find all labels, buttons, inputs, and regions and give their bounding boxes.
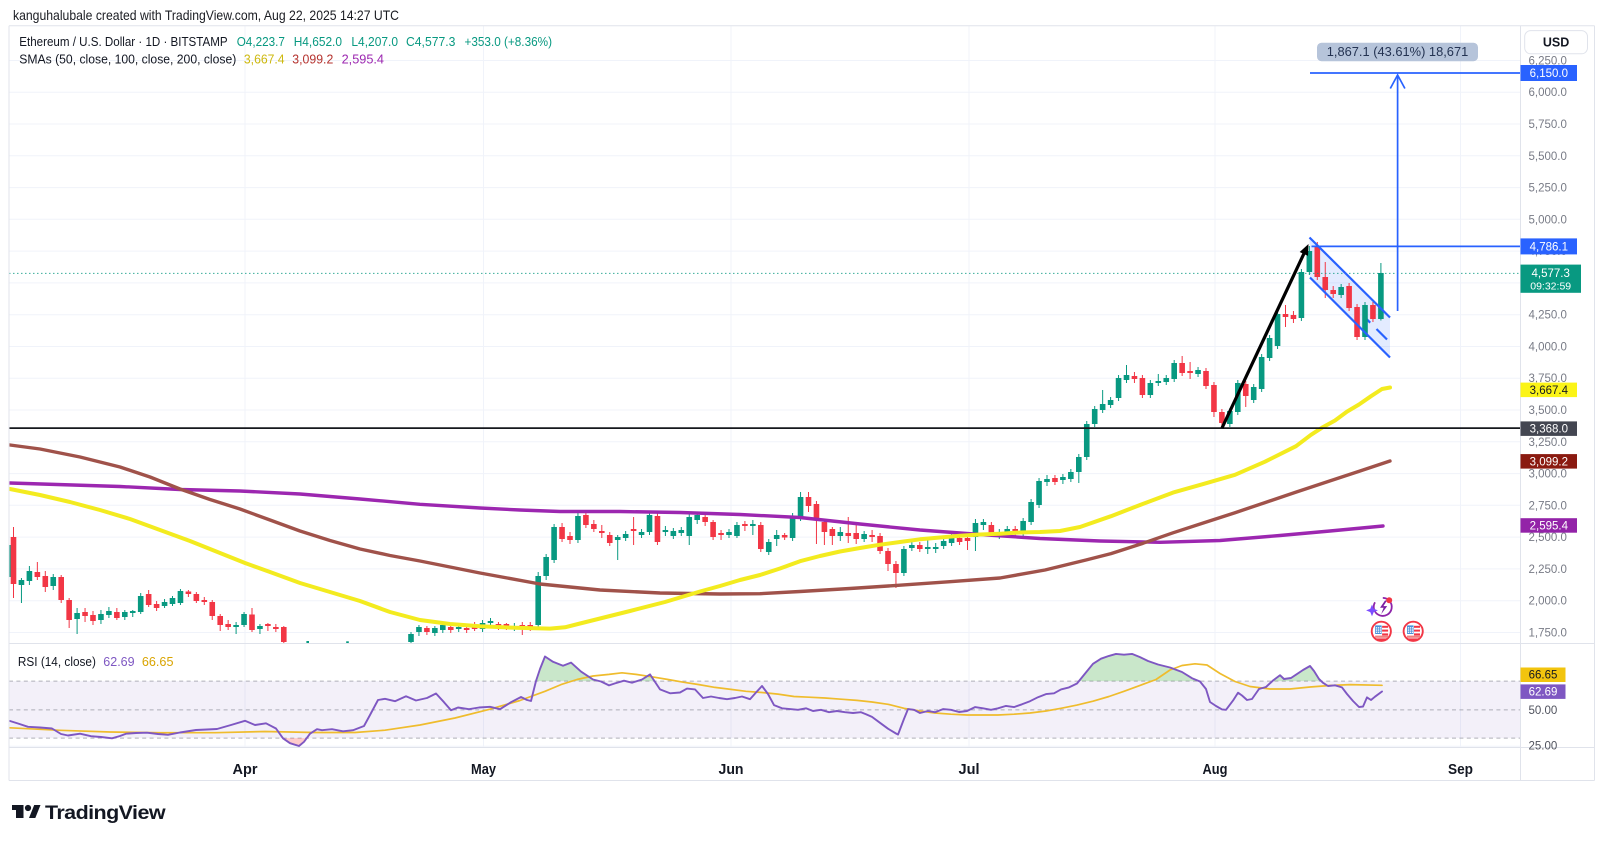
svg-text:2,595.4: 2,595.4 [342, 51, 384, 66]
svg-text:Jul: Jul [959, 761, 980, 778]
svg-text:May: May [471, 761, 497, 778]
svg-text:6,250.0: 6,250.0 [1529, 56, 1567, 68]
svg-text:3,368.0: 3,368.0 [1530, 424, 1568, 436]
svg-text:6,000.0: 6,000.0 [1529, 87, 1567, 99]
svg-text:2,595.4: 2,595.4 [1530, 521, 1569, 533]
svg-text:4,000.0: 4,000.0 [1529, 342, 1567, 354]
svg-text:2,000.0: 2,000.0 [1529, 596, 1567, 608]
svg-text:3,000.0: 3,000.0 [1529, 469, 1567, 481]
svg-text:5,250.0: 5,250.0 [1529, 183, 1567, 195]
svg-text:3,667.4: 3,667.4 [244, 51, 285, 66]
svg-text:62.69: 62.69 [1529, 687, 1558, 699]
svg-text:TradingView: TradingView [45, 803, 166, 824]
svg-text:kanguhalubale created with Tra: kanguhalubale created with TradingView.c… [13, 7, 399, 23]
svg-text:C4,577.3: C4,577.3 [406, 34, 455, 49]
svg-text:Apr: Apr [233, 761, 258, 778]
svg-text:Aug: Aug [1203, 761, 1228, 778]
svg-text:3,099.2: 3,099.2 [1530, 456, 1568, 468]
svg-text:2,750.0: 2,750.0 [1529, 500, 1567, 512]
svg-text:3,099.2: 3,099.2 [292, 51, 333, 66]
svg-text:Jun: Jun [719, 761, 744, 778]
svg-text:1,867.1 (43.61%) 18,671: 1,867.1 (43.61%) 18,671 [1327, 45, 1469, 59]
svg-text:3,500.0: 3,500.0 [1529, 405, 1567, 417]
svg-text:4,786.1: 4,786.1 [1530, 241, 1568, 253]
svg-text:25.00: 25.00 [1529, 741, 1558, 753]
svg-text:50.00: 50.00 [1529, 705, 1558, 717]
svg-text:3,250.0: 3,250.0 [1529, 437, 1567, 449]
svg-text:RSI (14, close): RSI (14, close) [18, 654, 96, 669]
svg-text:3,667.4: 3,667.4 [1530, 385, 1569, 397]
svg-text:09:32:59: 09:32:59 [1530, 281, 1571, 293]
svg-text:6,150.0: 6,150.0 [1530, 68, 1568, 80]
svg-text:62.69: 62.69 [103, 654, 134, 669]
svg-text:66.65: 66.65 [142, 654, 174, 669]
svg-text:66.65: 66.65 [1529, 670, 1558, 682]
svg-text:L4,207.0: L4,207.0 [351, 34, 398, 49]
svg-text:SMAs (50, close, 100, close, 2: SMAs (50, close, 100, close, 200, close) [19, 51, 236, 66]
svg-text:3,750.0: 3,750.0 [1529, 373, 1567, 385]
svg-text:+353.0 (+8.36%): +353.0 (+8.36%) [465, 34, 553, 49]
svg-text:5,000.0: 5,000.0 [1529, 214, 1567, 226]
svg-text:5,500.0: 5,500.0 [1529, 151, 1567, 163]
svg-text:H4,652.0: H4,652.0 [294, 34, 342, 49]
svg-text:Ethereum / U.S. Dollar · 1D ·: Ethereum / U.S. Dollar · 1D · BITSTAMP [19, 34, 227, 49]
svg-text:1,750.0: 1,750.0 [1529, 628, 1567, 640]
svg-text:O4,223.7: O4,223.7 [237, 34, 285, 49]
svg-text:4,577.3: 4,577.3 [1532, 268, 1570, 280]
svg-text:5,750.0: 5,750.0 [1529, 119, 1567, 131]
svg-text:Sep: Sep [1448, 761, 1473, 778]
svg-text:2,500.0: 2,500.0 [1529, 532, 1567, 544]
svg-text:2,250.0: 2,250.0 [1529, 564, 1567, 576]
svg-text:4,250.0: 4,250.0 [1529, 310, 1567, 322]
svg-text:USD: USD [1543, 36, 1569, 50]
